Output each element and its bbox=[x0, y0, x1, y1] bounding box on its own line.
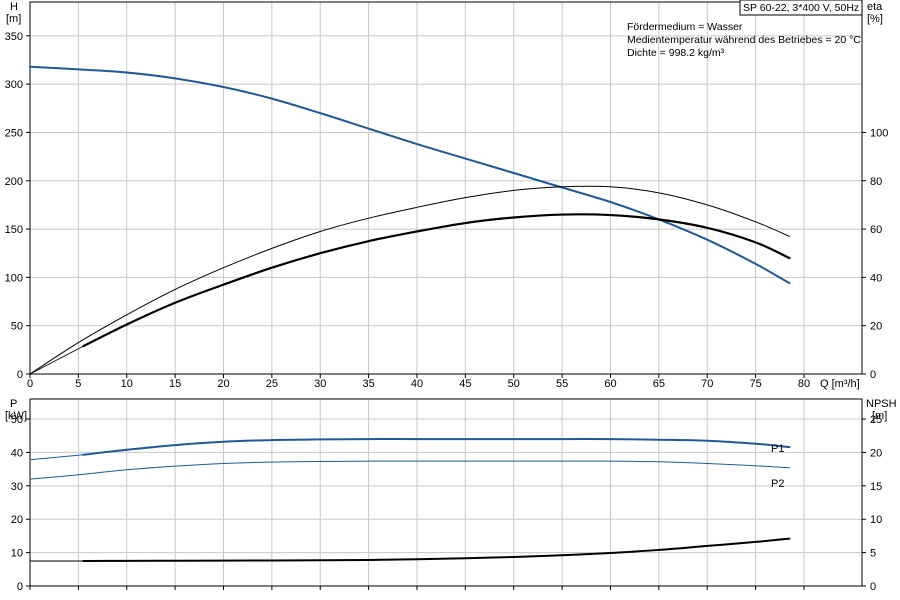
top-plot-frame bbox=[29, 1, 863, 375]
bottom-right-tick-label: 0 bbox=[870, 581, 876, 593]
legend-label-p1: P1 bbox=[771, 443, 784, 455]
bottom-left-tick-label: 50 bbox=[11, 414, 23, 426]
top-left-axis-label-h: H bbox=[10, 1, 18, 13]
x-tick-label: 50 bbox=[508, 378, 520, 390]
bottom-series-line-0 bbox=[82, 438, 791, 456]
bottom-grid bbox=[30, 399, 862, 586]
top-series-line-3 bbox=[29, 345, 84, 375]
pump-title: SP 60-22, 3*400 V, 50Hz bbox=[743, 2, 859, 14]
top-left-tick-label: 250 bbox=[5, 127, 23, 139]
x-tick-label: 75 bbox=[749, 378, 761, 390]
bottom-series bbox=[29, 438, 791, 562]
bottom-series-line-1 bbox=[29, 454, 84, 461]
bottom-left-axis-label-p: P bbox=[10, 398, 17, 410]
x-tick-label: 70 bbox=[701, 378, 713, 390]
top-left-axis-label-unit: [m] bbox=[6, 13, 21, 25]
annotation-temperature: Medientemperatur während des Betriebes =… bbox=[627, 34, 861, 46]
power-npsh-chart: 0 10 20 30 40 50 0 5 10 15 20 25 P [kW] NPSH [m] P1… bbox=[5, 398, 897, 593]
x-tick-label: 0 bbox=[27, 378, 33, 390]
top-tick-labels: 0 5 10 15 20 25 30 35 40 45 50 55 60 65 70 75 80 0 50 100 15… bbox=[5, 31, 889, 390]
x-tick-label: 10 bbox=[121, 378, 133, 390]
bottom-right-tick-label: 25 bbox=[870, 414, 882, 426]
top-right-axis-label-unit: [%] bbox=[867, 13, 883, 25]
bottom-right-tick-label: 5 bbox=[870, 548, 876, 560]
top-left-tick-label: 150 bbox=[5, 224, 23, 236]
legend-label-p2: P2 bbox=[771, 478, 784, 490]
top-series bbox=[29, 65, 791, 375]
bottom-left-tick-label: 30 bbox=[11, 481, 23, 493]
x-tick-label: 80 bbox=[798, 378, 810, 390]
bottom-right-tick-label: 15 bbox=[870, 481, 882, 493]
top-right-tick-label: 80 bbox=[870, 176, 882, 188]
top-left-tick-label: 300 bbox=[5, 79, 23, 91]
bottom-left-tick-label: 10 bbox=[11, 548, 23, 560]
title-box bbox=[739, 0, 863, 16]
x-tick-label: 5 bbox=[75, 378, 81, 390]
bottom-left-tick-label: 0 bbox=[17, 581, 23, 593]
x-tick-label: 35 bbox=[362, 378, 374, 390]
bottom-series-line-2 bbox=[29, 460, 790, 480]
bottom-plot-frame bbox=[29, 398, 863, 587]
top-right-axis-label-eta: eta bbox=[867, 1, 883, 13]
bottom-left-tick-label: 40 bbox=[11, 447, 23, 459]
top-right-tick-label: 60 bbox=[870, 224, 882, 236]
top-series-line-0 bbox=[29, 65, 791, 285]
x-tick-label: 30 bbox=[314, 378, 326, 390]
top-left-tick-label: 350 bbox=[5, 31, 23, 43]
x-tick-label: 60 bbox=[604, 378, 616, 390]
bottom-right-axis-label-npsh: NPSH bbox=[866, 398, 897, 410]
x-tick-label: 15 bbox=[169, 378, 181, 390]
top-grid bbox=[30, 2, 862, 374]
top-left-tick-label: 200 bbox=[5, 176, 23, 188]
top-right-tick-label: 100 bbox=[870, 127, 888, 139]
top-left-tick-label: 50 bbox=[11, 321, 23, 333]
x-tick-label: 40 bbox=[411, 378, 423, 390]
top-series-line-2 bbox=[29, 185, 790, 375]
head-efficiency-chart: 0 5 10 15 20 25 30 35 40 45 50 55 60 65 70 75 80 0 50 100 15… bbox=[5, 0, 889, 390]
x-tick-label: 25 bbox=[266, 378, 278, 390]
x-tick-label: 55 bbox=[556, 378, 568, 390]
top-left-tick-label: 0 bbox=[17, 369, 23, 381]
bottom-right-tick-label: 10 bbox=[870, 514, 882, 526]
x-tick-label: 65 bbox=[653, 378, 665, 390]
top-left-tick-label: 100 bbox=[5, 272, 23, 284]
bottom-tick-labels: 0 10 20 30 40 50 0 5 10 15 20 25 bbox=[11, 414, 883, 593]
top-right-tick-label: 20 bbox=[870, 321, 882, 333]
annotation-medium: Fördermedium = Wasser bbox=[627, 21, 743, 33]
bottom-left-axis-label-unit: [kW] bbox=[5, 410, 27, 422]
x-tick-label: 20 bbox=[217, 378, 229, 390]
bottom-series-line-3 bbox=[82, 537, 791, 562]
bottom-right-axis-label-unit: [m] bbox=[872, 410, 887, 422]
top-right-tick-label: 40 bbox=[870, 272, 882, 284]
x-tick-label: 45 bbox=[459, 378, 471, 390]
top-right-tick-label: 0 bbox=[870, 369, 876, 381]
bottom-right-tick-label: 20 bbox=[870, 447, 882, 459]
bottom-left-tick-label: 20 bbox=[11, 514, 23, 526]
annotation-density: Dichte = 998.2 kg/m³ bbox=[627, 47, 725, 59]
top-series-line-1 bbox=[82, 213, 791, 348]
x-axis-label: Q [m³/h] bbox=[820, 378, 860, 390]
